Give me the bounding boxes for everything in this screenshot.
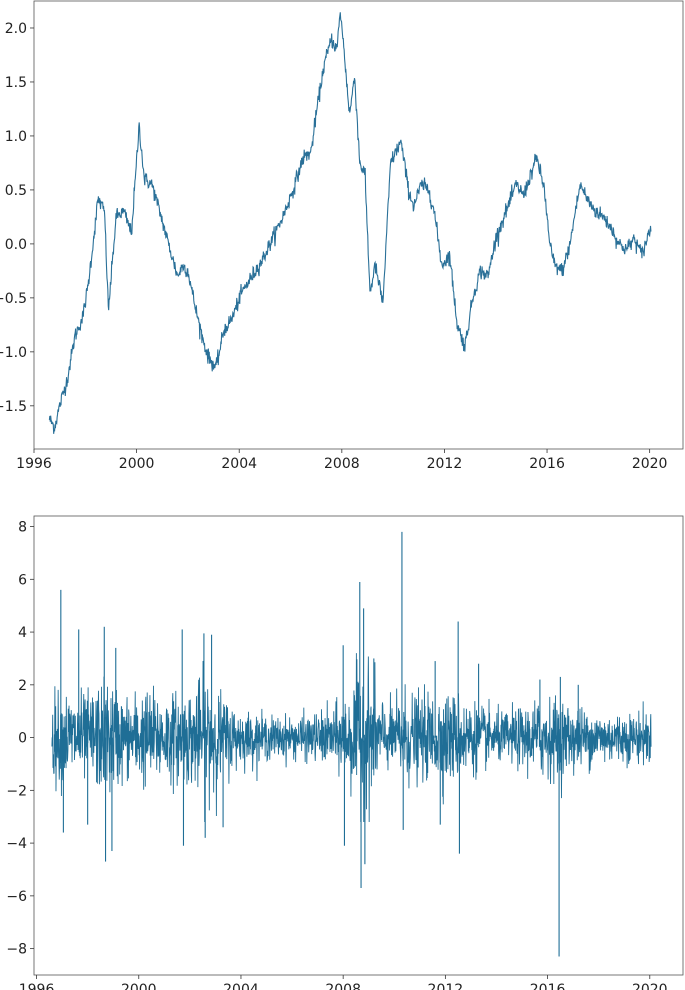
y-tick-label: 1.5 [5,75,27,91]
y-tick-label: 0.5 [5,183,27,199]
plot-frame [33,0,684,450]
y-tick-label: −1.5 [0,399,27,415]
x-tick-label: 2000 [121,982,157,990]
y-tick-label: 4 [18,625,27,641]
y-tick-label: 0.0 [5,237,27,253]
x-tick-label: 2012 [427,456,463,472]
y-tick-label: 8 [18,520,27,536]
x-tick-label: 2008 [325,982,361,990]
plot-frame [33,515,684,976]
x-tick-label: 2020 [632,456,668,472]
y-tick-label: −6 [6,889,27,905]
y-tick-label: 2 [18,678,27,694]
price-line-chart: 1996 2000 2004 2008 2012 2016 2020 −1.5 −1.0 −0.5… [0,0,684,472]
x-tick-label: 2004 [223,982,259,990]
returns-line-chart: 1996 2000 2004 2008 2012 2016 2020 −8 −6 −4 −2 0 2 4 6… [6,515,684,990]
x-tick-label: 2012 [428,982,464,990]
y-tick-label: 1.0 [5,129,27,145]
x-tick-label: 1996 [19,982,55,990]
x-tick-label: 2016 [529,456,565,472]
x-tick-label: 1996 [16,456,52,472]
y-tick-label: −4 [6,836,27,852]
y-tick-label: −0.5 [0,291,27,307]
y-tick-label: 0 [18,731,27,747]
x-tick-label: 2004 [221,456,257,472]
series-line [48,12,652,434]
y-tick-label: 6 [18,572,27,588]
y-tick-label: −8 [6,942,27,958]
y-tick-label: −1.0 [0,345,27,361]
y-tick-label: −2 [6,783,27,799]
x-tick-label: 2016 [530,982,566,990]
series-line [51,653,652,823]
x-tick-label: 2020 [632,982,668,990]
y-tick-label: 2.0 [5,21,27,37]
x-tick-label: 2008 [324,456,360,472]
x-tick-label: 2000 [119,456,155,472]
